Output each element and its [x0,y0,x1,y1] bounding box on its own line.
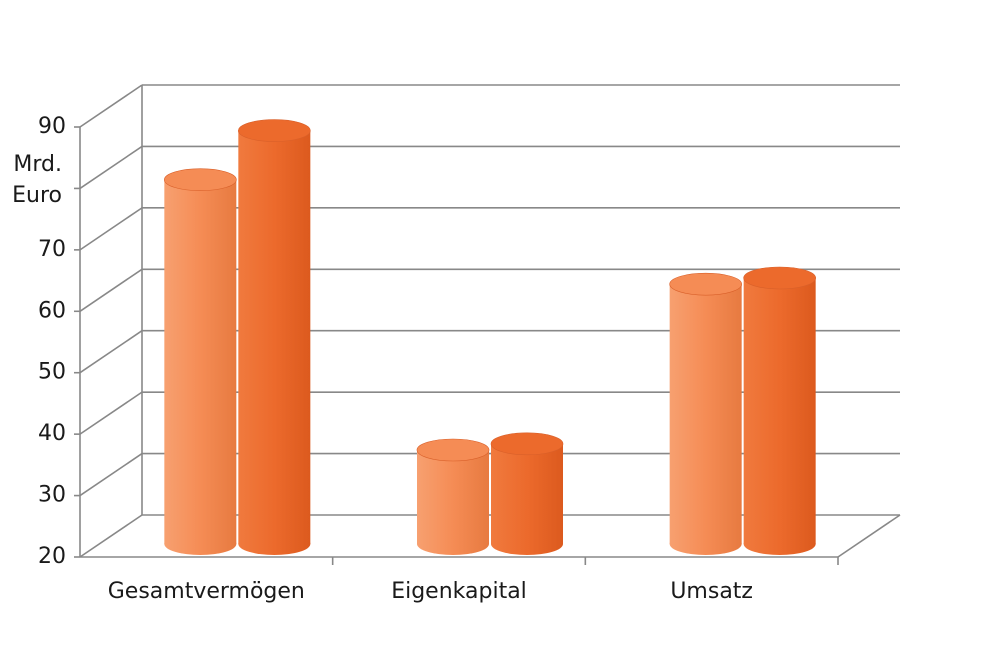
y-tick-label: 90 [38,114,66,139]
cylinder-body [491,443,563,544]
grid-line [79,84,143,128]
cylinder-body [417,450,489,544]
y-axis-label: Mrd. [13,152,62,177]
axis-line [837,514,901,558]
grid-line [79,207,143,251]
cylinder-body [669,284,742,544]
cylinder-top [490,432,564,456]
x-tick-label: Eigenkapital [391,579,527,604]
cylinder [238,119,311,555]
y-tick-label: 20 [38,544,66,569]
cylinder-body [743,278,816,544]
cylinder [743,266,816,555]
cylinder-top [238,119,311,142]
cylinder-body [164,179,237,544]
x-tick-label: Gesamtvermögen [108,579,305,604]
cylinder-top [416,438,490,462]
grid-line [79,514,143,558]
y-tick-label: 70 [38,237,66,262]
y-tick-label: 30 [38,483,66,508]
grid-line [79,268,143,312]
cylinder-body [238,130,311,545]
grid-line [79,452,143,497]
y-tick-label: 50 [38,360,66,385]
grid-line [79,330,143,374]
cylinder-top [669,272,742,296]
cylinder-top [743,266,816,290]
grid-line [79,391,143,435]
y-axis-label: Euro [12,183,62,208]
cylinder-top [164,168,237,192]
x-tick-label: Umsatz [670,579,753,604]
cylinder [164,168,237,555]
grid-line [79,145,143,190]
cylinder [669,272,742,555]
y-tick-label: 40 [38,421,66,446]
cylinder [416,438,490,555]
y-tick-label: 60 [38,298,66,323]
cylinder [490,432,564,555]
